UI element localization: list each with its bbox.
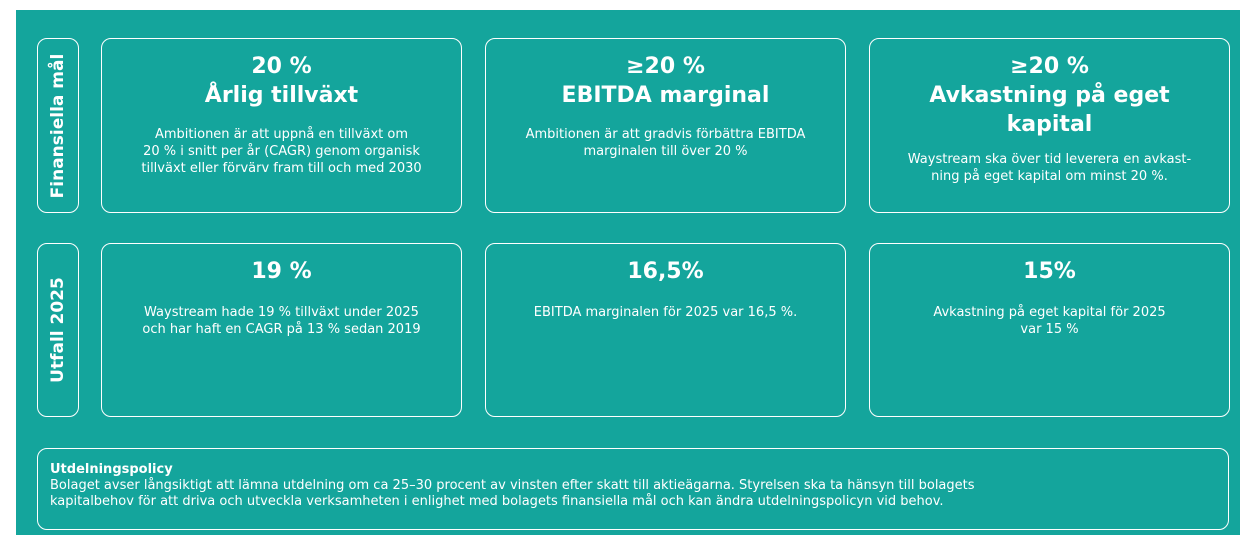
goal-text: ning på eget kapital om minst 20 %.: [931, 169, 1168, 184]
policy-title: Utdelningspolicy: [50, 462, 173, 477]
goal-text: marginalen till över 20 %: [583, 144, 748, 159]
outcome-card: 16,5% EBITDA marginalen för 2025 var 16,…: [485, 243, 846, 417]
outcome-card: 19 % Waystream hade 19 % tillväxt under …: [101, 243, 462, 417]
goal-text: 20 % i snitt per år (CAGR) genom organis…: [143, 144, 420, 159]
goal-value: ≥20 %: [1010, 54, 1089, 79]
outcome-value: 16,5%: [627, 259, 704, 284]
outcome-text: EBITDA marginalen för 2025 var 16,5 %.: [533, 305, 798, 320]
side-label-box: Utfall 2025: [37, 243, 79, 417]
outcome-value: 15%: [1023, 259, 1076, 284]
goal-title: Avkastning på eget: [929, 83, 1170, 108]
policy-box: Utdelningspolicy Bolaget avser långsikti…: [37, 448, 1229, 530]
goal-text: tillväxt eller förvärv fram till och med…: [141, 161, 422, 176]
outcome-card: 15% Avkastning på eget kapital för 2025 v…: [869, 243, 1230, 417]
goal-text: Ambitionen är att uppnå en tillväxt om: [154, 127, 408, 142]
goal-card: ≥20 % EBITDA marginal Ambitionen är att …: [485, 38, 846, 213]
policy-text: Bolaget avser långsiktigt att lämna utde…: [50, 478, 975, 493]
side-label-box: Finansiella mål: [37, 38, 79, 213]
goal-text: Waystream ska över tid leverera en avkas…: [907, 152, 1192, 167]
outcome-text: Waystream hade 19 % tillväxt under 2025: [144, 305, 419, 320]
goal-value: ≥20 %: [626, 54, 705, 79]
goal-value: 20 %: [251, 54, 312, 79]
goal-text: Ambitionen är att gradvis förbättra EBIT…: [525, 127, 806, 142]
goal-title: EBITDA marginal: [561, 83, 770, 108]
outcome-value: 19 %: [251, 259, 312, 284]
policy-text: kapitalbehov för att driva och utveckla …: [50, 494, 944, 509]
outcome-text: var 15 %: [1020, 322, 1079, 337]
goal-card: ≥20 % Avkastning på eget kapital Waystrea…: [869, 38, 1230, 213]
side-label: Utfall 2025: [48, 277, 68, 383]
outcome-text: Avkastning på eget kapital för 2025: [933, 305, 1166, 320]
outcome-text: och har haft en CAGR på 13 % sedan 2019: [142, 322, 421, 337]
side-label: Finansiella mål: [48, 53, 68, 198]
panel: Finansiella mål Utfall 2025 20 % Årlig t…: [16, 10, 1240, 535]
goal-title: kapital: [1006, 112, 1093, 137]
goal-card: 20 % Årlig tillväxt Ambitionen är att up…: [101, 38, 462, 213]
goal-title: Årlig tillväxt: [204, 83, 359, 108]
